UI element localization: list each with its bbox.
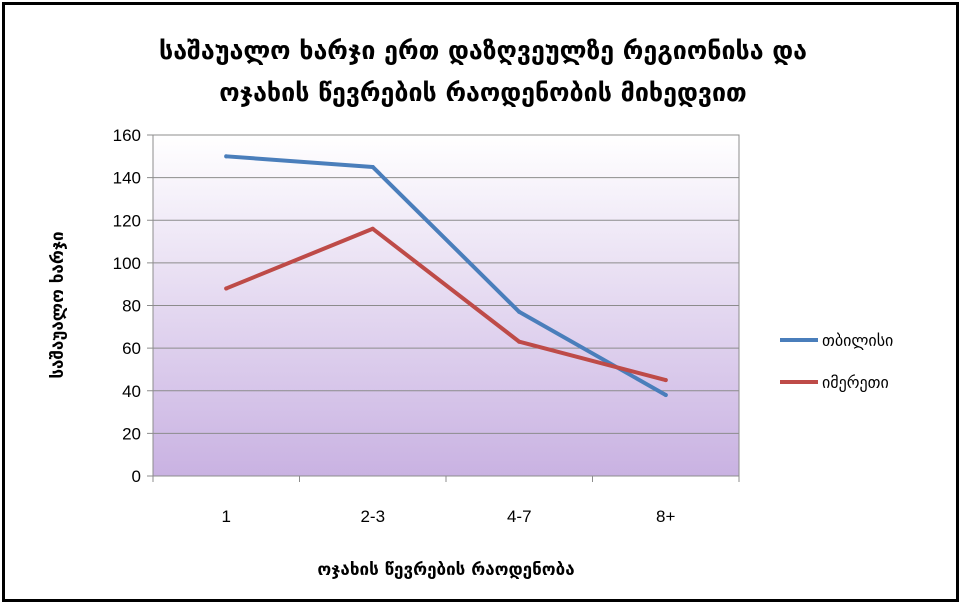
x-tick-label: 8+	[656, 507, 675, 526]
series-line-2	[224, 226, 668, 383]
data-point	[370, 226, 375, 231]
x-tick-label: 4-7	[507, 507, 532, 526]
chart-title-line-1: საშაუალო ხარჯი ერთ დაზღვეულზე რეგიონისა …	[158, 36, 808, 65]
legend: თბილისი იმერეთი	[780, 331, 893, 392]
y-tick-label: 160	[113, 126, 141, 145]
y-tick-label: 40	[122, 382, 141, 401]
data-point	[224, 286, 229, 291]
y-tick-label: 0	[132, 467, 141, 486]
y-tick-label: 60	[122, 339, 141, 358]
y-axis-label: საშაუალო ხარჯი	[48, 231, 68, 378]
legend-label: იმერეთი	[822, 373, 889, 392]
data-point	[517, 339, 522, 344]
data-point	[663, 393, 668, 398]
y-tick-label: 80	[122, 297, 141, 316]
chart-title: საშაუალო ხარჯი ერთ დაზღვეულზე რეგიონისა …	[0, 30, 966, 114]
x-axis-label: ოჯახის წევრების რაოდენობა	[317, 560, 574, 580]
data-point	[370, 164, 375, 169]
y-tick-label: 120	[113, 211, 141, 230]
x-tick-label: 2-3	[360, 507, 385, 526]
data-point	[517, 309, 522, 314]
series-line-1	[224, 154, 668, 398]
legend-label: თბილისი	[822, 331, 893, 350]
data-point	[663, 378, 668, 383]
chart-title-line-2: ოჯახის წევრების რაოდენობის მიხედვით	[219, 78, 747, 107]
data-point	[224, 154, 229, 159]
y-tick-label: 140	[113, 169, 141, 188]
x-tick-label: 1	[222, 507, 231, 526]
y-tick-label: 100	[113, 254, 141, 273]
y-tick-label: 20	[122, 424, 141, 443]
